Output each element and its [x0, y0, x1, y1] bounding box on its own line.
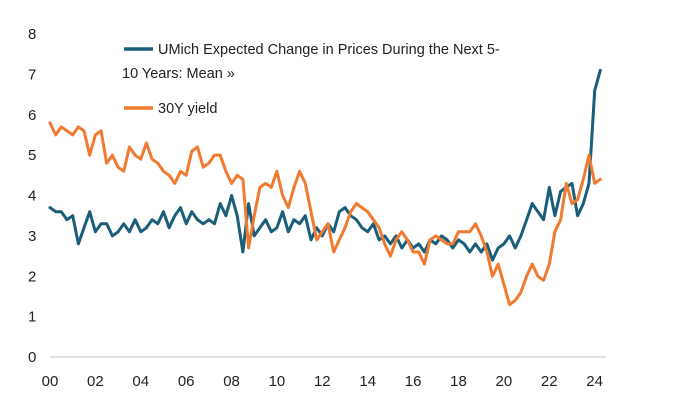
x-tick-label: 08 [223, 373, 240, 390]
series-line-30y-yield [48, 121, 602, 306]
y-tick-label: 7 [28, 66, 36, 83]
x-tick-label: 16 [405, 373, 422, 390]
y-axis-ticks: 0 1 2 3 4 5 6 7 8 [28, 26, 36, 366]
series-lines [48, 68, 602, 306]
x-tick-label: 10 [269, 373, 286, 390]
x-tick-label: 14 [359, 373, 376, 390]
x-axis-ticks: 00 02 04 06 08 10 12 14 16 18 20 22 24 [42, 373, 603, 390]
y-tick-label: 1 [28, 309, 36, 326]
x-tick-label: 22 [541, 373, 558, 390]
x-tick-label: 20 [496, 373, 513, 390]
x-tick-label: 12 [314, 373, 331, 390]
y-tick-label: 4 [28, 188, 36, 205]
x-tick-label: 24 [586, 373, 603, 390]
legend-label: 10 Years: Mean » [122, 66, 235, 82]
x-tick-label: 06 [178, 373, 195, 390]
x-tick-label: 00 [42, 373, 59, 390]
y-tick-label: 6 [28, 107, 36, 124]
y-tick-label: 8 [28, 26, 36, 43]
legend-label: UMich Expected Change in Prices During t… [158, 42, 500, 58]
legend-label: 30Y yield [158, 101, 217, 117]
x-tick-label: 04 [132, 373, 149, 390]
y-tick-label: 0 [28, 349, 36, 366]
x-tick-label: 02 [87, 373, 104, 390]
y-tick-label: 5 [28, 147, 36, 164]
series-line-umich [48, 68, 602, 262]
y-tick-label: 3 [28, 228, 36, 245]
x-tick-label: 18 [450, 373, 467, 390]
legend: UMich Expected Change in Prices During t… [122, 42, 500, 117]
y-tick-label: 2 [28, 268, 36, 285]
